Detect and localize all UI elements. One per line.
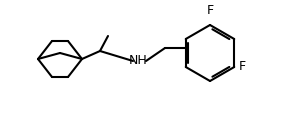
Text: F: F [206, 4, 214, 17]
Text: F: F [239, 61, 247, 73]
Text: NH: NH [129, 54, 147, 67]
